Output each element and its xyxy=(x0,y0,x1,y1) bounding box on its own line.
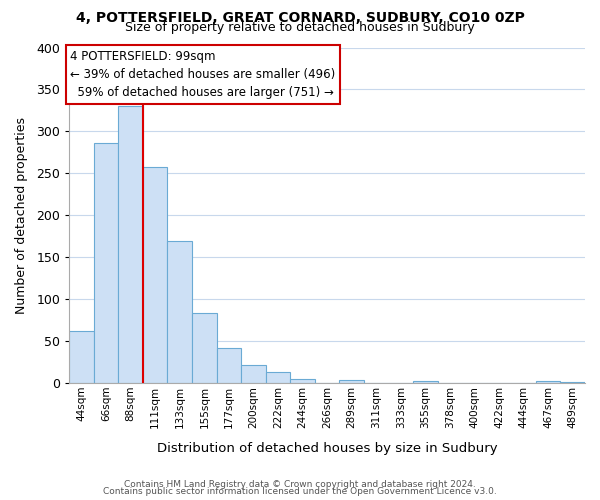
Bar xyxy=(241,364,266,383)
Bar xyxy=(167,240,192,383)
Bar xyxy=(560,382,585,383)
Bar xyxy=(192,312,217,383)
Bar xyxy=(143,166,167,383)
Bar xyxy=(69,331,94,383)
Text: Contains public sector information licensed under the Open Government Licence v3: Contains public sector information licen… xyxy=(103,487,497,496)
Text: 4, POTTERSFIELD, GREAT CORNARD, SUDBURY, CO10 0ZP: 4, POTTERSFIELD, GREAT CORNARD, SUDBURY,… xyxy=(76,11,524,25)
Text: Contains HM Land Registry data © Crown copyright and database right 2024.: Contains HM Land Registry data © Crown c… xyxy=(124,480,476,489)
Bar xyxy=(340,380,364,383)
Bar xyxy=(217,348,241,383)
Bar xyxy=(536,380,560,383)
Bar xyxy=(266,372,290,383)
X-axis label: Distribution of detached houses by size in Sudbury: Distribution of detached houses by size … xyxy=(157,442,497,455)
Text: 4 POTTERSFIELD: 99sqm
← 39% of detached houses are smaller (496)
  59% of detach: 4 POTTERSFIELD: 99sqm ← 39% of detached … xyxy=(70,50,336,99)
Bar xyxy=(413,380,437,383)
Y-axis label: Number of detached properties: Number of detached properties xyxy=(15,117,28,314)
Bar xyxy=(94,143,118,383)
Bar xyxy=(118,106,143,383)
Bar xyxy=(290,379,315,383)
Text: Size of property relative to detached houses in Sudbury: Size of property relative to detached ho… xyxy=(125,22,475,35)
